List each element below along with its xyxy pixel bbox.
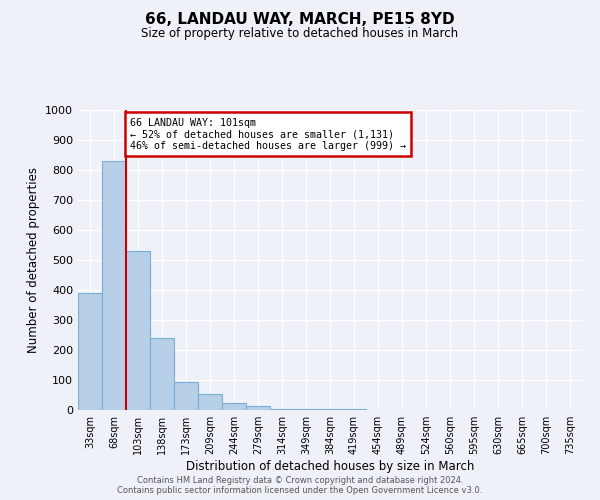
Bar [318,409,342,410]
Bar [270,408,294,410]
Bar [294,408,318,410]
Bar [222,404,246,410]
Text: Size of property relative to detached houses in March: Size of property relative to detached ho… [142,28,458,40]
Bar [198,394,222,410]
Bar [174,382,198,410]
Text: 66, LANDAU WAY, MARCH, PE15 8YD: 66, LANDAU WAY, MARCH, PE15 8YD [145,12,455,28]
Text: 66 LANDAU WAY: 101sqm
← 52% of detached houses are smaller (1,131)
46% of semi-d: 66 LANDAU WAY: 101sqm ← 52% of detached … [130,118,406,150]
X-axis label: Distribution of detached houses by size in March: Distribution of detached houses by size … [186,460,474,473]
Bar [150,338,174,410]
Bar [102,161,126,410]
Bar [78,293,102,410]
Bar [126,251,150,410]
Text: Contains HM Land Registry data © Crown copyright and database right 2024.
Contai: Contains HM Land Registry data © Crown c… [118,476,482,495]
Y-axis label: Number of detached properties: Number of detached properties [26,167,40,353]
Bar [246,406,270,410]
